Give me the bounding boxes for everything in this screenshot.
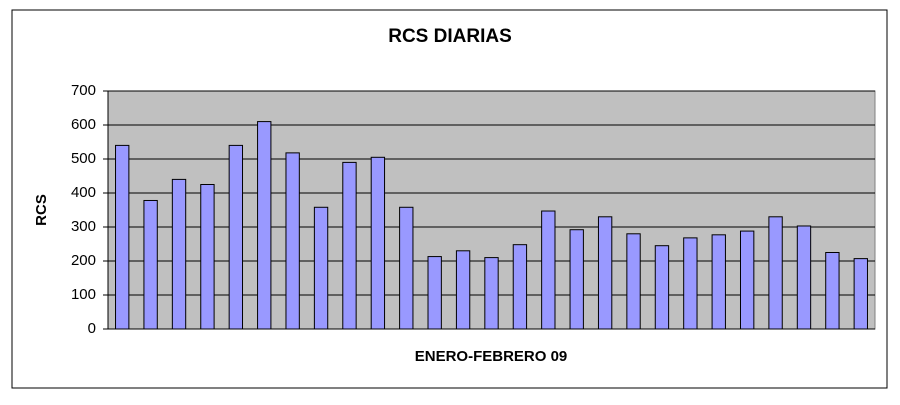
bar bbox=[796, 225, 812, 330]
bar bbox=[455, 250, 471, 330]
bar bbox=[711, 234, 726, 330]
bar bbox=[427, 256, 442, 330]
y-tick-label: 700 bbox=[71, 82, 96, 99]
bar bbox=[115, 144, 130, 330]
bar bbox=[626, 233, 641, 330]
y-tick-label: 400 bbox=[71, 184, 96, 201]
bar bbox=[597, 216, 613, 330]
bar bbox=[228, 144, 244, 330]
y-tick-label: 300 bbox=[71, 218, 96, 235]
bar bbox=[541, 210, 556, 330]
y-tick-label: 600 bbox=[71, 116, 96, 133]
bar bbox=[654, 245, 670, 330]
bar bbox=[399, 206, 414, 330]
bar bbox=[370, 156, 386, 330]
bar bbox=[143, 199, 158, 330]
bar bbox=[825, 252, 840, 330]
chart-title: RCS DIARIAS bbox=[388, 26, 512, 47]
bar bbox=[200, 184, 215, 330]
bar bbox=[853, 258, 868, 330]
bar bbox=[313, 206, 329, 330]
bar bbox=[484, 257, 499, 330]
bar bbox=[739, 230, 755, 330]
bar bbox=[257, 121, 272, 330]
bar bbox=[768, 216, 783, 330]
y-tick-label: 100 bbox=[71, 286, 96, 303]
x-axis-title: ENERO-FEBRERO 09 bbox=[415, 348, 568, 365]
y-tick-label: 500 bbox=[71, 150, 96, 167]
y-tick-label: 0 bbox=[88, 320, 96, 337]
bar bbox=[683, 237, 698, 330]
bar bbox=[342, 161, 357, 330]
bar bbox=[285, 152, 300, 330]
y-axis-title: RCS bbox=[33, 194, 50, 226]
bar bbox=[171, 178, 187, 330]
y-tick-label: 200 bbox=[71, 252, 96, 269]
bar bbox=[512, 244, 528, 330]
bar bbox=[569, 229, 584, 330]
